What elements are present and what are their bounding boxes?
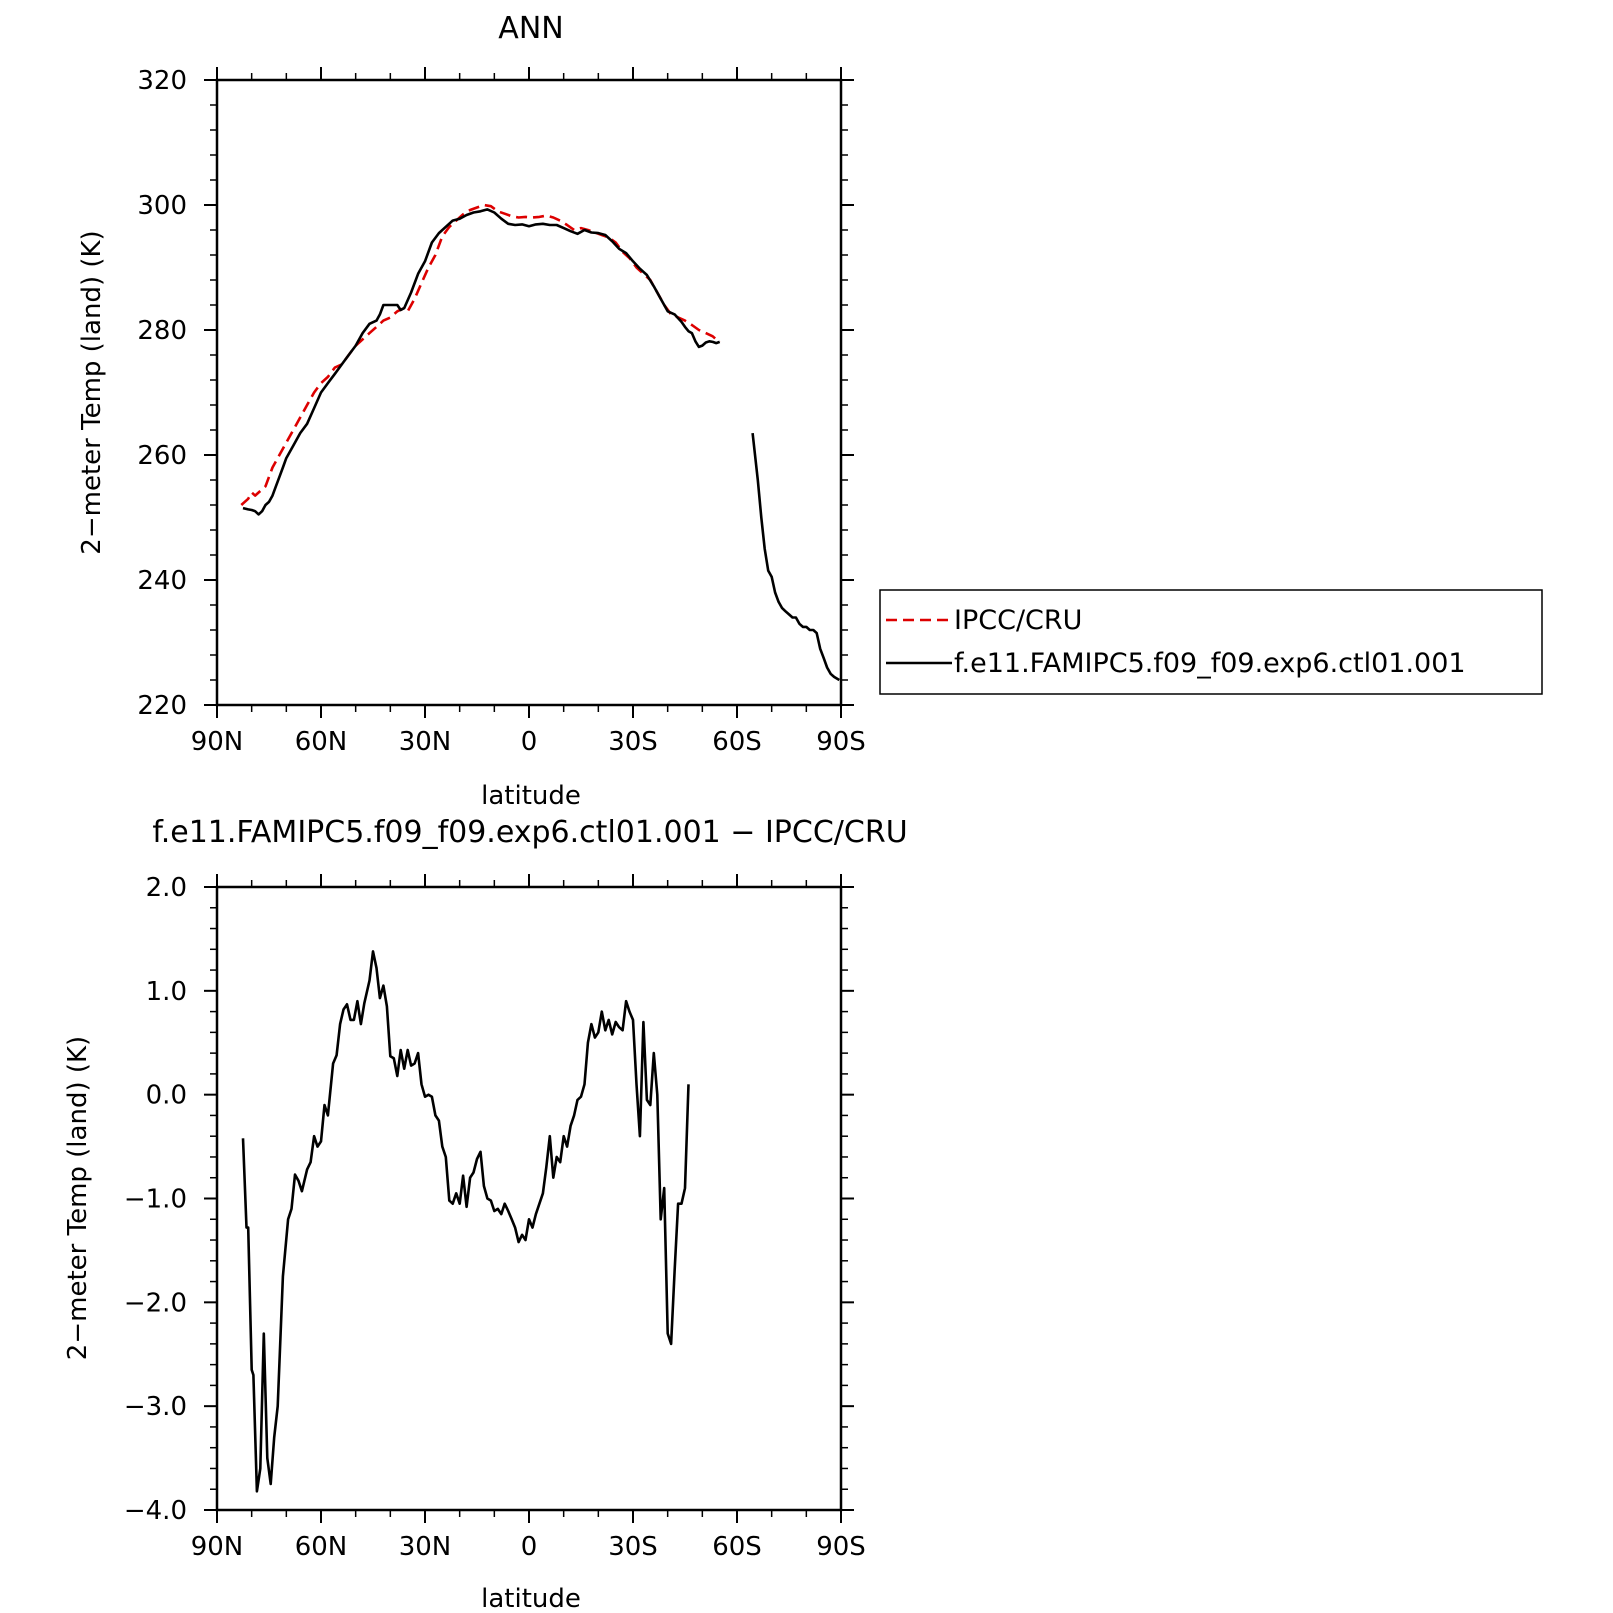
bottom-chart-xtick-label: 60S — [712, 1532, 762, 1562]
top-chart-frame — [215, 78, 843, 707]
bottom-chart-xtick-label: 60N — [295, 1532, 348, 1562]
bottom-chart-title: f.e11.FAMIPC5.f09_f09.exp6.ctl01.001 − I… — [152, 815, 907, 850]
bottom-chart-ytick-label: 1.0 — [146, 977, 187, 1007]
bottom-chart-xtick-label: 30S — [608, 1532, 658, 1562]
bottom-chart-ytick-label: −1.0 — [124, 1185, 187, 1215]
bottom-chart-xtick-label: 30N — [399, 1532, 452, 1562]
legend-label-ipcc-cru: IPCC/CRU — [954, 605, 1082, 636]
bottom-chart-ytick-label: 2.0 — [146, 873, 187, 903]
top-chart-xtick-label: 30N — [399, 727, 452, 757]
top-chart-xtick-label: 90S — [816, 727, 866, 757]
bottom-chart-frame — [215, 885, 843, 1512]
bottom-chart-ytick-label: 0.0 — [146, 1081, 187, 1111]
bottom-chart-xtick-label: 90S — [816, 1532, 866, 1562]
top-chart-series-0-line — [240, 203, 721, 506]
top-chart-ytick-label: 280 — [137, 316, 187, 346]
top-chart-xtick-label: 60S — [712, 727, 762, 757]
bottom-chart-ytick-label: −2.0 — [124, 1288, 187, 1318]
bottom-chart-ytick-label: −4.0 — [124, 1496, 187, 1526]
bottom-chart-series-0-line — [241, 950, 690, 1493]
top-chart-series-1-line — [242, 208, 721, 516]
bottom-chart-ytick-label: −3.0 — [124, 1392, 187, 1422]
top-chart-legend: IPCC/CRU f.e11.FAMIPC5.f09_f09.exp6.ctl0… — [879, 589, 1543, 695]
top-chart-ylabel: 2−meter Temp (land) (K) — [77, 230, 107, 554]
legend-box — [879, 589, 1543, 695]
top-chart-ytick-label: 320 — [137, 66, 187, 96]
bottom-chart-xlabel: latitude — [481, 1584, 581, 1613]
top-chart-ytick-label: 260 — [137, 441, 187, 471]
top-chart-xtick-label: 90N — [191, 727, 244, 757]
top-chart-xtick-label: 30S — [608, 727, 658, 757]
top-chart-series-1-south-line — [751, 432, 840, 682]
bottom-chart-panel: f.e11.FAMIPC5.f09_f09.exp6.ctl01.001 − I… — [63, 815, 908, 1613]
top-chart-ticks: 90N 60N 30N 0 30S 60S 90S 220 240 260 280 300 320 — [137, 66, 865, 757]
top-chart-title: ANN — [498, 11, 563, 46]
bottom-chart-xtick-label: 90N — [191, 1532, 244, 1562]
legend-label-model: f.e11.FAMIPC5.f09_f09.exp6.ctl01.001 — [954, 648, 1466, 679]
bottom-chart-ylabel: 2−meter Temp (land) (K) — [63, 1036, 93, 1360]
bottom-chart-ticks: 90N 60N 30N 0 30S 60S 90S −4.0 −3.0 −2.0 −1.0 0.0 1.… — [124, 873, 866, 1562]
bottom-chart-series — [241, 950, 690, 1493]
top-chart-xlabel: latitude — [481, 781, 581, 811]
top-chart-xtick-label: 60N — [295, 727, 348, 757]
top-chart-ytick-label: 300 — [137, 191, 187, 221]
top-chart-series — [240, 203, 840, 682]
top-chart-xtick-label: 0 — [521, 727, 538, 757]
top-chart-ytick-label: 240 — [137, 566, 187, 596]
bottom-chart-xtick-label: 0 — [521, 1532, 538, 1562]
top-chart-ytick-label: 220 — [137, 691, 187, 721]
top-chart-panel: ANN 90N 60N 30N 0 30S 60S 90S 220 240 260 280 300 32… — [77, 11, 1543, 811]
